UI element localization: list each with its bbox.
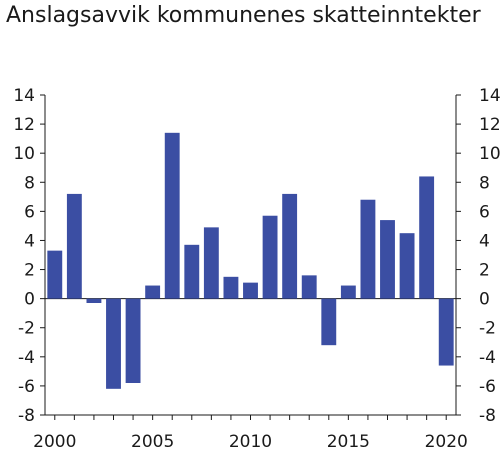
labels-layer: 14 14 12 12 10 10 8 8 6 6 4 4 2 2 0 0 -2 -2 -4 -4 -6 -6 -8 -8 20…: [13, 86, 500, 452]
y-tick-label-left: -2: [18, 319, 35, 339]
y-tick-label-left: -6: [18, 377, 35, 397]
y-tick-label-left: 10: [13, 144, 35, 164]
bar-2016: [360, 199, 376, 299]
y-tick-label-left: 8: [24, 173, 35, 193]
x-tick-label: 2020: [425, 432, 468, 452]
bar-2009: [223, 276, 239, 299]
y-tick-label-right: 4: [479, 231, 490, 251]
bar-2001: [66, 193, 82, 299]
bars-layer: [47, 132, 454, 389]
bar-2000: [47, 250, 63, 299]
bar-2013: [301, 275, 317, 299]
x-tick-label: 2005: [131, 432, 174, 452]
y-tick-label-left: -8: [18, 406, 35, 426]
y-tick-label-right: 6: [479, 202, 490, 222]
x-tick-label: 2015: [327, 432, 370, 452]
chart-title: Anslagsavvik kommunenes skatteinntekter: [6, 3, 481, 28]
bar-2018: [399, 233, 415, 299]
y-tick-label-right: -8: [479, 406, 496, 426]
axes-layer: [40, 94, 461, 420]
y-tick-label-left: 4: [24, 231, 35, 251]
y-tick-label-left: 2: [24, 261, 35, 281]
x-tick-label: 2010: [229, 432, 272, 452]
bar-2020: [438, 298, 454, 366]
y-tick-label-right: 0: [479, 290, 490, 310]
y-tick-label-left: 6: [24, 202, 35, 222]
y-tick-label-left: 14: [13, 86, 35, 106]
bar-2004: [125, 298, 141, 383]
y-tick-label-left: 12: [13, 115, 35, 135]
bar-2012: [282, 193, 298, 299]
y-tick-label-right: 10: [479, 144, 500, 164]
bar-2015: [340, 285, 356, 299]
bar-2017: [380, 220, 395, 299]
bar-2007: [184, 244, 200, 299]
bar-2005: [145, 285, 161, 299]
y-tick-label-left: 0: [24, 290, 35, 310]
bar-2002: [86, 298, 102, 303]
y-tick-label-right: 14: [479, 86, 500, 106]
bar-2010: [243, 282, 258, 299]
bar-2006: [164, 132, 180, 299]
bar-2014: [321, 298, 337, 346]
y-tick-label-right: 2: [479, 261, 490, 281]
y-tick-label-right: -6: [479, 377, 496, 397]
bar-2019: [419, 176, 435, 299]
y-tick-label-left: -4: [18, 348, 35, 368]
x-tick-label: 2000: [33, 432, 76, 452]
bar-2011: [262, 215, 278, 299]
y-tick-label-right: -2: [479, 319, 496, 339]
y-tick-label-right: 8: [479, 173, 490, 193]
y-tick-label-right: -4: [479, 348, 496, 368]
bar-2003: [106, 298, 121, 389]
y-tick-label-right: 12: [479, 115, 500, 135]
bar-2008: [203, 227, 219, 299]
